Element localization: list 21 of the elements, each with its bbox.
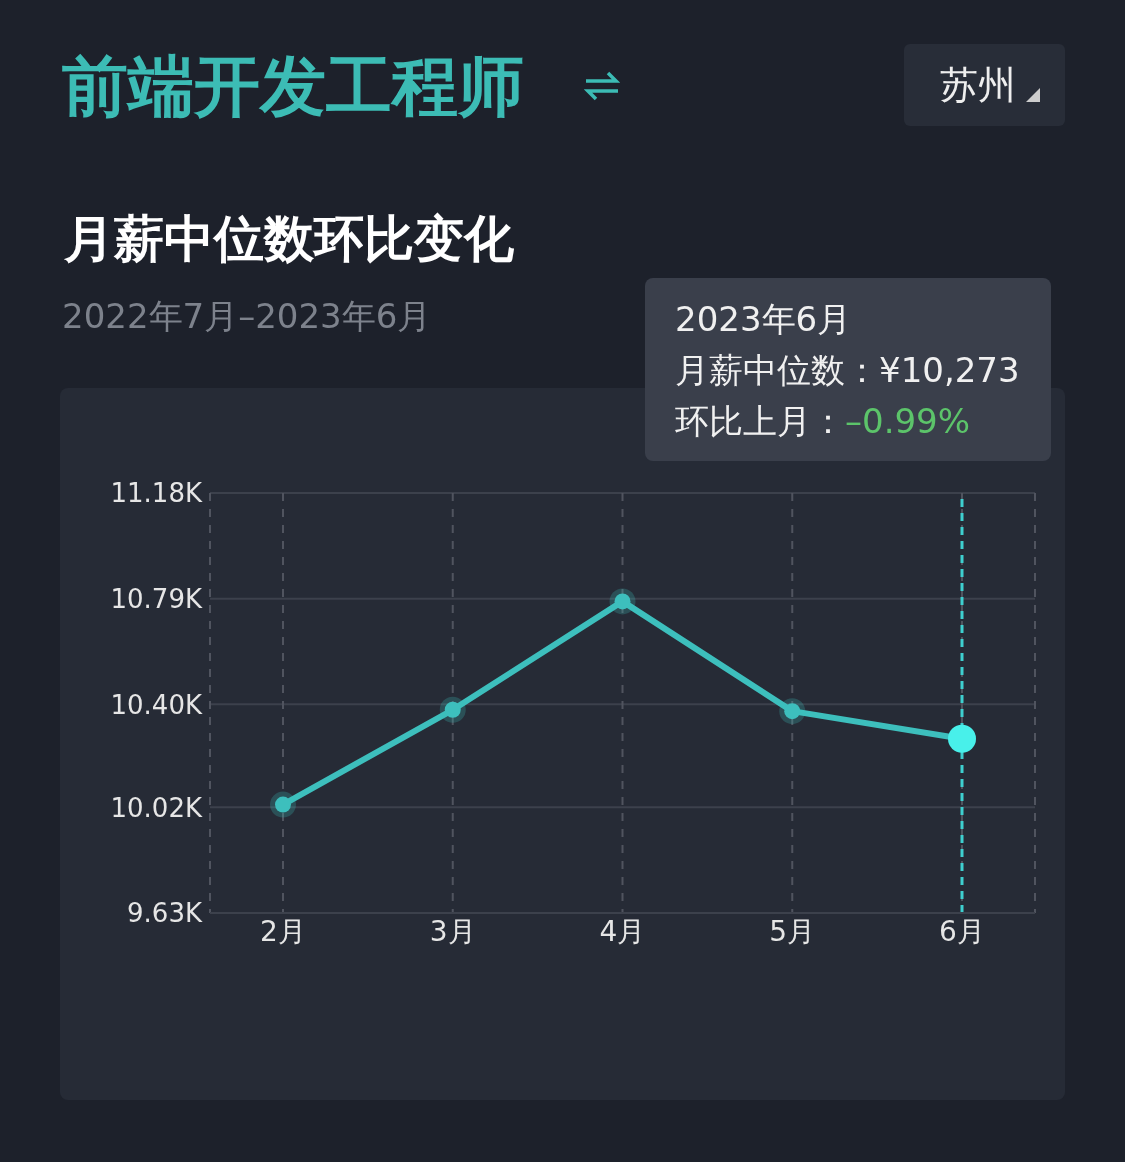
point — [779, 698, 806, 725]
text: 2022年7月–2023年6月 — [62, 295, 432, 338]
y-tick-label: 10.40K — [110, 689, 203, 720]
chart-subtitle: 月薪中位数环比变化 — [64, 209, 514, 270]
x-tick-label: 2月 — [260, 914, 306, 948]
y-tick-label: 10.79K — [110, 583, 203, 614]
x-tick-label: 4月 — [599, 914, 646, 948]
text: 环比上月：–0.99% — [675, 400, 971, 443]
text: 苏州 — [940, 62, 1016, 109]
x-tick-label: 3月 — [429, 914, 476, 948]
text: 月薪中位数：¥10,273 — [675, 349, 1021, 392]
x-tick-label: 6月 — [939, 914, 985, 948]
point — [270, 791, 296, 818]
text: 2023年6月 — [675, 298, 853, 341]
y-tick-label: 9.63K — [127, 898, 203, 929]
y-tick-label: 10.02K — [110, 792, 203, 823]
point — [439, 696, 466, 723]
point — [609, 588, 636, 615]
chart-title: 前端开发工程师 — [62, 47, 524, 127]
x-tick-label: 5月 — [769, 914, 816, 948]
y-tick-label: 11.18K — [110, 478, 203, 509]
